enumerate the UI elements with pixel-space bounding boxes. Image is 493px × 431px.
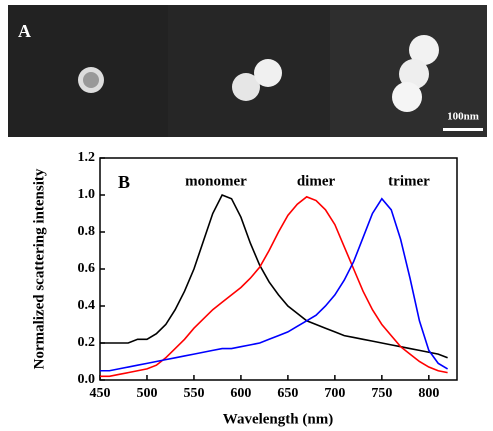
annotation: monomer	[185, 173, 247, 189]
x-tick-label: 500	[136, 386, 157, 401]
x-tick-label: 800	[418, 386, 439, 401]
panel-label: A	[18, 21, 31, 41]
y-axis-label: Normalized scattering intensity	[31, 168, 47, 369]
x-tick-label: 650	[277, 386, 298, 401]
x-tick-label: 600	[230, 386, 251, 401]
scale-bar-label: 100nm	[447, 111, 479, 123]
x-tick-label: 550	[183, 386, 204, 401]
sem-image	[8, 5, 487, 137]
y-tick-label: 1.0	[78, 187, 96, 202]
x-tick-label: 750	[371, 386, 392, 401]
y-tick-label: 0.0	[78, 372, 96, 387]
y-tick-label: 0.4	[78, 298, 96, 313]
y-tick-label: 0.2	[78, 335, 96, 350]
y-tick-label: 0.6	[78, 261, 96, 276]
series-line	[100, 197, 449, 372]
annotation: dimer	[297, 173, 336, 189]
annotation: B	[118, 172, 130, 192]
series-line	[100, 195, 448, 378]
series-line	[100, 193, 448, 359]
x-tick-label: 700	[324, 386, 345, 401]
y-tick-label: 0.8	[78, 224, 96, 239]
annotation: trimer	[388, 173, 430, 189]
x-tick-label: 450	[90, 386, 111, 401]
x-axis-label: Wavelength (nm)	[223, 411, 333, 427]
y-tick-label: 1.2	[78, 150, 96, 165]
